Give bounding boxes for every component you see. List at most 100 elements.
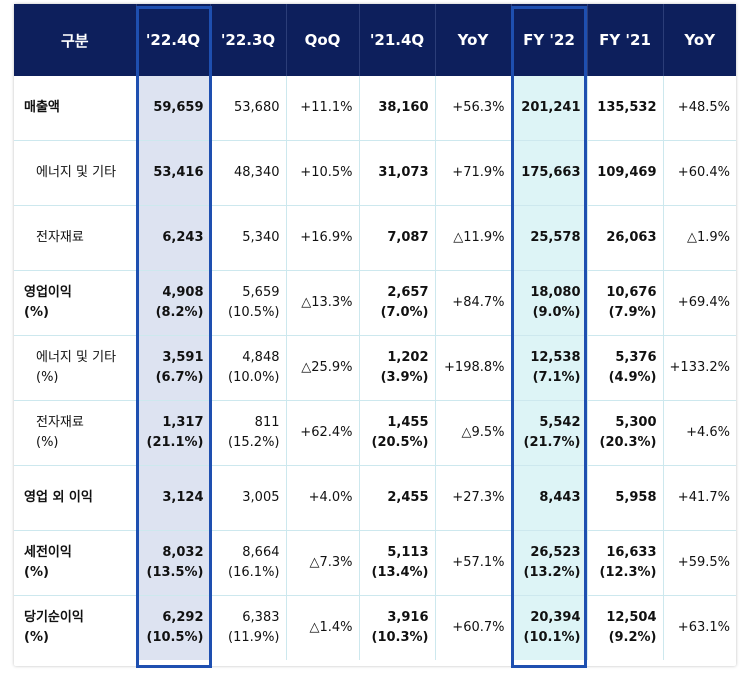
val-fy-21: 5,300 (20.3%) xyxy=(587,400,664,466)
cell-value: 5,542 xyxy=(539,415,581,430)
cell-value: 26,523 xyxy=(530,545,581,560)
cell-value: 5,376 xyxy=(615,350,657,365)
row-label-text: 에너지 및 기타 xyxy=(36,350,117,365)
table-row: 전자재료 6,243 5,340 +16.9% 7,087 △11.9% 25,578 26,… xyxy=(14,205,736,271)
cell-value: △1.4% xyxy=(309,620,353,635)
cell-value: +198.8% xyxy=(444,360,505,375)
val-fy-21: 12,504 (9.2%) xyxy=(587,595,664,660)
cell-value: △25.9% xyxy=(301,360,353,375)
row-label-unit: (%) xyxy=(36,435,59,450)
cell-value: 135,532 xyxy=(597,100,657,115)
cell-value: 175,663 xyxy=(521,165,581,180)
cell-percent: (21.7%) xyxy=(523,435,581,450)
val-21-4q: 3,916 (10.3%) xyxy=(359,595,436,660)
cell-value: +71.9% xyxy=(452,165,505,180)
val-21-4q: 1,202 (3.9%) xyxy=(359,335,436,401)
val-fy-22: 175,663 xyxy=(511,140,588,206)
cell-value: 5,659 xyxy=(242,285,280,300)
cell-value: 1,317 xyxy=(162,415,204,430)
val-22-3q: 811 (15.2%) xyxy=(210,400,287,466)
val-yoy: △9.5% xyxy=(435,400,512,466)
cell-value: 31,073 xyxy=(378,165,429,180)
cell-value: △7.3% xyxy=(309,555,353,570)
table-header-row: 구분 '22.4Q '22.3Q QoQ '21.4Q YoY FY '22 F… xyxy=(14,4,736,76)
cell-value: 3,591 xyxy=(162,350,204,365)
row-label-text: 전자재료 xyxy=(36,230,84,245)
cell-value: +27.3% xyxy=(452,490,505,505)
row-label: 전자재료 (%) xyxy=(14,400,137,466)
val-yoy: +57.1% xyxy=(435,530,512,596)
val-fy-21: 5,376 (4.9%) xyxy=(587,335,664,401)
row-label: 영업 외 이익 xyxy=(14,465,137,531)
cell-value: +60.7% xyxy=(452,620,505,635)
val-22-4q: 4,908 (8.2%) xyxy=(136,270,211,336)
cell-value: 4,848 xyxy=(242,350,280,365)
cell-value: 20,394 xyxy=(530,610,581,625)
cell-value: 12,504 xyxy=(606,610,657,625)
row-label: 영업이익 (%) xyxy=(14,270,137,336)
cell-value: +84.7% xyxy=(452,295,505,310)
cell-percent: (13.2%) xyxy=(523,565,581,580)
cell-percent: (20.3%) xyxy=(599,435,657,450)
cell-value: +57.1% xyxy=(452,555,505,570)
val-fy-yoy: +41.7% xyxy=(663,465,736,531)
header-22-3q: '22.3Q xyxy=(210,4,287,76)
cell-value: 8,032 xyxy=(162,545,204,560)
val-qoq: +11.1% xyxy=(286,76,360,141)
row-label-unit: (%) xyxy=(24,565,49,580)
cell-value: 18,080 xyxy=(530,285,581,300)
cell-percent: (7.9%) xyxy=(608,305,657,320)
val-21-4q: 2,657 (7.0%) xyxy=(359,270,436,336)
cell-value: 5,340 xyxy=(242,230,280,245)
row-label-text: 영업 외 이익 xyxy=(24,490,93,505)
val-21-4q: 31,073 xyxy=(359,140,436,206)
val-fy-21: 26,063 xyxy=(587,205,664,271)
cell-value: +16.9% xyxy=(300,230,353,245)
val-yoy: +56.3% xyxy=(435,76,512,141)
val-qoq: △25.9% xyxy=(286,335,360,401)
cell-value: 2,657 xyxy=(387,285,429,300)
val-22-4q: 6,243 xyxy=(136,205,211,271)
financial-table: 구분 '22.4Q '22.3Q QoQ '21.4Q YoY FY '22 F… xyxy=(14,4,736,660)
val-qoq: +16.9% xyxy=(286,205,360,271)
cell-value: 16,633 xyxy=(606,545,657,560)
row-label: 매출액 xyxy=(14,76,137,141)
cell-percent: (7.0%) xyxy=(380,305,429,320)
table-body: 매출액 59,659 53,680 +11.1% 38,160 +56.3% 201,241… xyxy=(14,76,736,660)
cell-percent: (15.2%) xyxy=(228,435,280,450)
cell-percent: (3.9%) xyxy=(380,370,429,385)
cell-percent: (6.7%) xyxy=(155,370,204,385)
val-21-4q: 38,160 xyxy=(359,76,436,141)
val-yoy: +71.9% xyxy=(435,140,512,206)
val-22-3q: 8,664 (16.1%) xyxy=(210,530,287,596)
cell-percent: (10.1%) xyxy=(523,630,581,645)
cell-value: △13.3% xyxy=(301,295,353,310)
cell-value: 1,455 xyxy=(387,415,429,430)
row-label: 당기순이익 (%) xyxy=(14,595,137,660)
cell-percent: (8.2%) xyxy=(155,305,204,320)
val-fy-yoy: +63.1% xyxy=(663,595,736,660)
header-qoq: QoQ xyxy=(286,4,360,76)
cell-value: 201,241 xyxy=(521,100,581,115)
cell-value: 2,455 xyxy=(387,490,429,505)
row-label-text: 전자재료 xyxy=(36,415,84,430)
cell-value: 8,443 xyxy=(539,490,581,505)
cell-value: 53,680 xyxy=(234,100,280,115)
val-22-4q: 3,591 (6.7%) xyxy=(136,335,211,401)
header-21-4q: '21.4Q xyxy=(359,4,436,76)
financial-table-card: 구분 '22.4Q '22.3Q QoQ '21.4Q YoY FY '22 F… xyxy=(14,4,736,668)
header-yoy: YoY xyxy=(435,4,512,76)
val-qoq: △1.4% xyxy=(286,595,360,660)
cell-value: +56.3% xyxy=(452,100,505,115)
cell-value: +133.2% xyxy=(669,360,730,375)
val-fy-21: 16,633 (12.3%) xyxy=(587,530,664,596)
row-label: 에너지 및 기타 xyxy=(14,140,137,206)
cell-percent: (20.5%) xyxy=(371,435,429,450)
cell-value: 59,659 xyxy=(153,100,204,115)
val-22-3q: 6,383 (11.9%) xyxy=(210,595,287,660)
val-qoq: +62.4% xyxy=(286,400,360,466)
val-21-4q: 5,113 (13.4%) xyxy=(359,530,436,596)
val-fy-22: 18,080 (9.0%) xyxy=(511,270,588,336)
val-fy-yoy: △1.9% xyxy=(663,205,736,271)
cell-value: 12,538 xyxy=(530,350,581,365)
